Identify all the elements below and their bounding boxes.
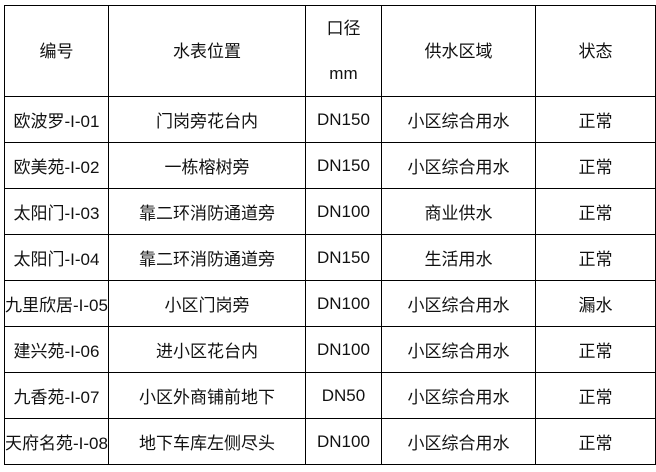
cell-diameter: DN50 <box>304 372 382 419</box>
cell-status: 漏水 <box>534 280 656 327</box>
table-row: 欧波罗-I-01 门岗旁花台内 DN150 小区综合用水 正常 <box>4 96 656 143</box>
header-row: 编号 水表位置 口径 mm 供水区域 状态 <box>4 5 656 97</box>
cell-supply-area: 小区综合用水 <box>380 418 536 465</box>
cell-id: 欧美苑-I-02 <box>4 142 109 189</box>
header-diameter: 口径 mm <box>304 5 382 97</box>
cell-status: 正常 <box>534 142 656 189</box>
cell-status: 正常 <box>534 188 656 235</box>
table-row: 天府名苑-I-08 地下车库左侧尽头 DN100 小区综合用水 正常 <box>4 418 656 465</box>
table-row: 九香苑-I-07 小区外商铺前地下 DN50 小区综合用水 正常 <box>4 372 656 419</box>
cell-status: 正常 <box>534 234 656 281</box>
table-row: 欧美苑-I-02 一栋榕树旁 DN150 小区综合用水 正常 <box>4 142 656 189</box>
cell-diameter: DN100 <box>304 418 382 465</box>
table-row: 太阳门-I-03 靠二环消防通道旁 DN100 商业供水 正常 <box>4 188 656 235</box>
cell-diameter: DN150 <box>304 234 382 281</box>
table-row: 建兴苑-I-06 进小区花台内 DN100 小区综合用水 正常 <box>4 326 656 373</box>
cell-supply-area: 小区综合用水 <box>380 372 536 419</box>
cell-location: 地下车库左侧尽头 <box>107 418 306 465</box>
cell-supply-area: 小区综合用水 <box>380 96 536 143</box>
cell-diameter: DN100 <box>304 188 382 235</box>
cell-status: 正常 <box>534 418 656 465</box>
header-diameter-unit: mm <box>329 64 358 83</box>
cell-diameter: DN100 <box>304 326 382 373</box>
cell-supply-area: 小区综合用水 <box>380 142 536 189</box>
cell-id: 太阳门-I-04 <box>4 234 109 281</box>
header-diameter-label: 口径 <box>326 19 361 38</box>
cell-location: 进小区花台内 <box>107 326 306 373</box>
cell-supply-area: 小区综合用水 <box>380 326 536 373</box>
cell-id: 天府名苑-I-08 <box>4 418 109 465</box>
water-meter-table: 编号 水表位置 口径 mm 供水区域 状态 欧波罗-I-01 门岗旁花台内 DN150… <box>4 5 656 465</box>
cell-location: 小区门岗旁 <box>107 280 306 327</box>
cell-location: 靠二环消防通道旁 <box>107 188 306 235</box>
cell-diameter: DN150 <box>304 96 382 143</box>
cell-location: 靠二环消防通道旁 <box>107 234 306 281</box>
cell-supply-area: 生活用水 <box>380 234 536 281</box>
cell-status: 正常 <box>534 326 656 373</box>
table-row: 九里欣居-I-05 小区门岗旁 DN100 小区综合用水 漏水 <box>4 280 656 327</box>
table-row: 太阳门-I-04 靠二环消防通道旁 DN150 生活用水 正常 <box>4 234 656 281</box>
header-status: 状态 <box>534 5 656 97</box>
header-location: 水表位置 <box>107 5 306 97</box>
cell-location: 小区外商铺前地下 <box>107 372 306 419</box>
header-supply-area: 供水区域 <box>380 5 536 97</box>
cell-diameter: DN150 <box>304 142 382 189</box>
cell-status: 正常 <box>534 96 656 143</box>
cell-id: 建兴苑-I-06 <box>4 326 109 373</box>
cell-id: 太阳门-I-03 <box>4 188 109 235</box>
cell-supply-area: 商业供水 <box>380 188 536 235</box>
cell-id: 欧波罗-I-01 <box>4 96 109 143</box>
header-id: 编号 <box>4 5 109 97</box>
cell-location: 一栋榕树旁 <box>107 142 306 189</box>
cell-status: 正常 <box>534 372 656 419</box>
cell-location: 门岗旁花台内 <box>107 96 306 143</box>
cell-id: 九香苑-I-07 <box>4 372 109 419</box>
cell-diameter: DN100 <box>304 280 382 327</box>
cell-supply-area: 小区综合用水 <box>380 280 536 327</box>
cell-id: 九里欣居-I-05 <box>4 280 109 327</box>
